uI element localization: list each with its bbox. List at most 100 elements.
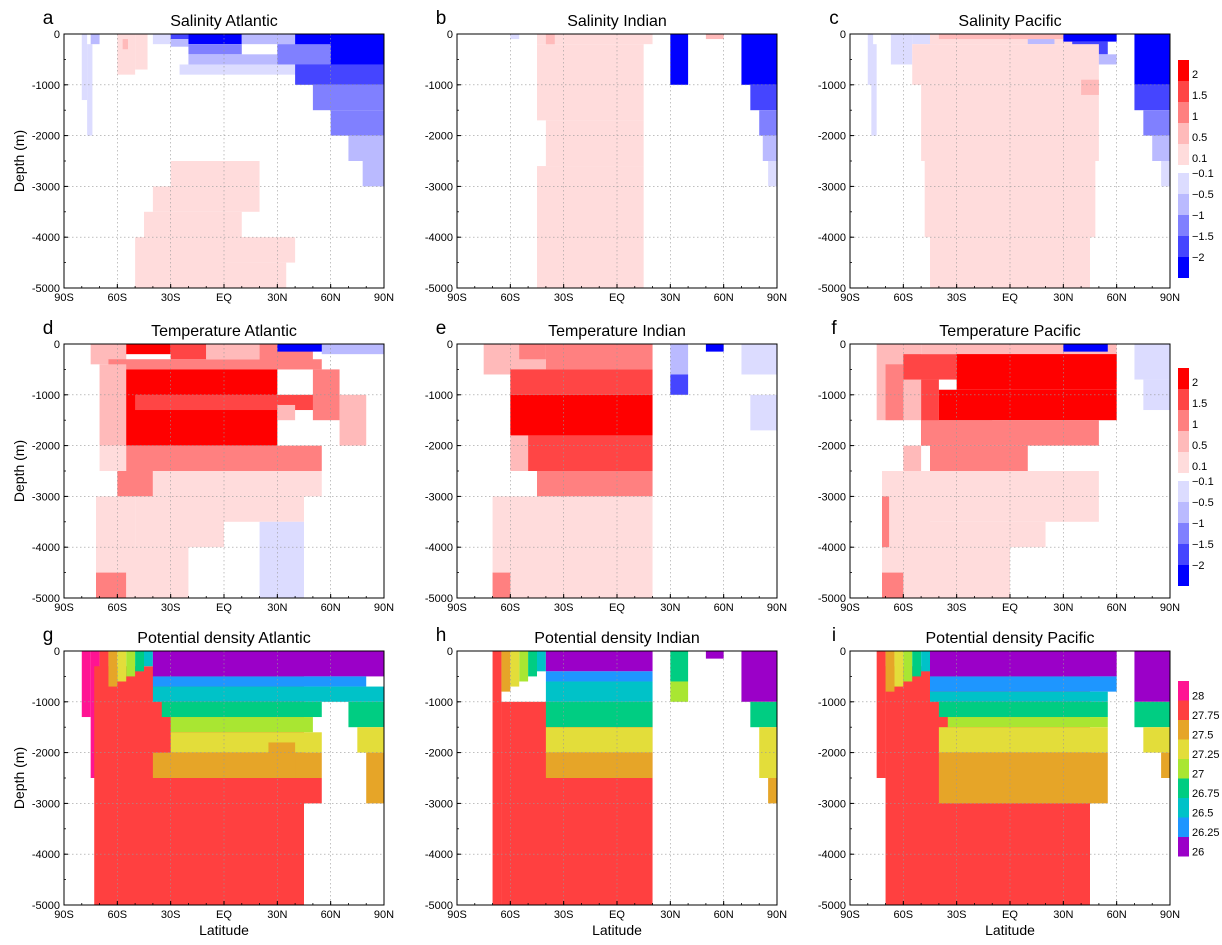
y-tick-label: -4000	[32, 849, 60, 861]
panel-letter: c	[829, 8, 839, 29]
heatmap-cell	[295, 64, 384, 85]
heatmap-cell	[122, 39, 128, 50]
x-tick-label: 30S	[554, 909, 574, 921]
y-tick-label: 0	[54, 646, 60, 658]
y-tick-label: 0	[54, 339, 60, 351]
heatmap-cell	[670, 651, 689, 682]
y-tick-label: -4000	[32, 542, 60, 554]
colorbar-swatch	[1178, 778, 1189, 798]
heatmap-cell	[144, 651, 153, 667]
colorbar-swatch	[1178, 194, 1189, 215]
x-tick-label: 30S	[554, 292, 574, 304]
heatmap-cell	[670, 344, 689, 375]
heatmap-cell	[126, 651, 136, 677]
colorbar-swatch	[1178, 81, 1189, 102]
panel-title: Temperature Indian	[548, 323, 686, 340]
x-tick-label: 30S	[947, 602, 967, 614]
heatmap-cell	[259, 521, 304, 598]
heatmap-cell	[135, 34, 148, 70]
colorbar-swatch	[1178, 481, 1189, 502]
x-tick-label: 90N	[1160, 292, 1180, 304]
heatmap-cell	[750, 394, 777, 431]
heatmap-cell	[903, 445, 922, 471]
x-tick-label: 90N	[1160, 602, 1180, 614]
heatmap-cell	[366, 752, 384, 804]
heatmap-cell	[519, 344, 546, 360]
colorbar-swatch	[1178, 523, 1189, 544]
heatmap-cell	[188, 44, 242, 55]
panel-letter: b	[436, 8, 447, 29]
heatmap-cell	[501, 651, 511, 692]
x-tick-label: 90S	[54, 602, 74, 614]
y-tick-label: 0	[54, 29, 60, 41]
colorbar-swatch	[1178, 837, 1189, 857]
y-tick-label: -3000	[32, 798, 60, 810]
heatmap-cell	[170, 39, 189, 47]
x-tick-label: 30S	[947, 909, 967, 921]
colorbar-swatch	[1178, 720, 1189, 740]
heatmap-cell	[179, 64, 304, 75]
heatmap-cell	[1134, 651, 1170, 702]
panel-letter: i	[832, 625, 836, 646]
heatmap-cell	[705, 344, 724, 352]
x-tick-label: EQ	[609, 909, 625, 921]
y-tick-label: -2000	[32, 748, 60, 760]
heatmap-cell	[1027, 39, 1055, 45]
heatmap-cell	[1152, 135, 1170, 161]
heatmap-cell	[938, 389, 1117, 421]
x-tick-label: 30S	[161, 602, 181, 614]
y-tick-label: -2000	[425, 441, 453, 453]
x-tick-label: 30S	[554, 602, 574, 614]
heatmap-cell	[670, 374, 689, 395]
panel-title: Salinity Atlantic	[170, 13, 278, 30]
x-tick-label: 60S	[894, 292, 914, 304]
y-tick-label: -2000	[818, 131, 846, 143]
panel-title: Potential density Indian	[534, 630, 699, 647]
heatmap-cell	[277, 344, 331, 352]
y-tick-label: -4000	[425, 232, 453, 244]
heatmap-cell	[537, 651, 546, 672]
y-tick-label: -2000	[32, 441, 60, 453]
x-tick-label: 90S	[840, 909, 860, 921]
x-axis-label: Latitude	[985, 922, 1035, 938]
heatmap-cell	[750, 84, 777, 111]
y-tick-label: -5000	[425, 593, 453, 605]
y-tick-label: -5000	[818, 593, 846, 605]
panel-g: 90S 60S 30S EQ 30N 60N 90N 0 -1000 -2000 -3000 -400…	[11, 625, 394, 938]
colorbar-label: 26.75	[1192, 788, 1220, 800]
heatmap-cell	[670, 681, 689, 702]
x-axis-label: Latitude	[592, 922, 642, 938]
panel-title: Potential density Atlantic	[137, 630, 310, 647]
heatmap-cell	[867, 34, 874, 85]
heatmap-cell	[537, 44, 644, 121]
colorbar-swatch	[1178, 565, 1189, 586]
x-tick-label: EQ	[1002, 909, 1018, 921]
heatmap-cell	[510, 34, 520, 40]
colorbar-swatch	[1178, 798, 1189, 818]
heatmap-cell	[1063, 34, 1117, 42]
heatmap-cell	[224, 262, 287, 288]
colorbar-swatch	[1178, 452, 1189, 473]
heatmap-cell	[912, 651, 922, 677]
colorbar-label: −2	[1192, 560, 1205, 572]
colorbar-swatch	[1178, 60, 1189, 81]
y-tick-label: -2000	[818, 441, 846, 453]
colorbar-anomaly-2: 2 1.5 1 0.5 0.1 −0.1 −0.5 −1 −1.5 −2	[1178, 368, 1214, 586]
y-tick-label: -3000	[425, 491, 453, 503]
colorbar-label: 1.5	[1192, 398, 1207, 410]
heatmap-cell	[170, 717, 313, 733]
heatmap-cell	[528, 435, 653, 471]
x-tick-label: 60S	[894, 602, 914, 614]
heatmap-cell	[768, 778, 777, 804]
heatmap-cell	[670, 34, 689, 85]
y-tick-label: -5000	[818, 900, 846, 912]
x-tick-label: 30N	[267, 602, 287, 614]
heatmap-cell	[126, 344, 171, 355]
x-tick-label: 30N	[660, 292, 680, 304]
heatmap-cell	[912, 34, 939, 45]
heatmap-cell	[87, 44, 93, 136]
y-tick-label: -5000	[818, 283, 846, 295]
heatmap-cell	[170, 732, 322, 753]
heatmap-cell	[545, 344, 653, 370]
